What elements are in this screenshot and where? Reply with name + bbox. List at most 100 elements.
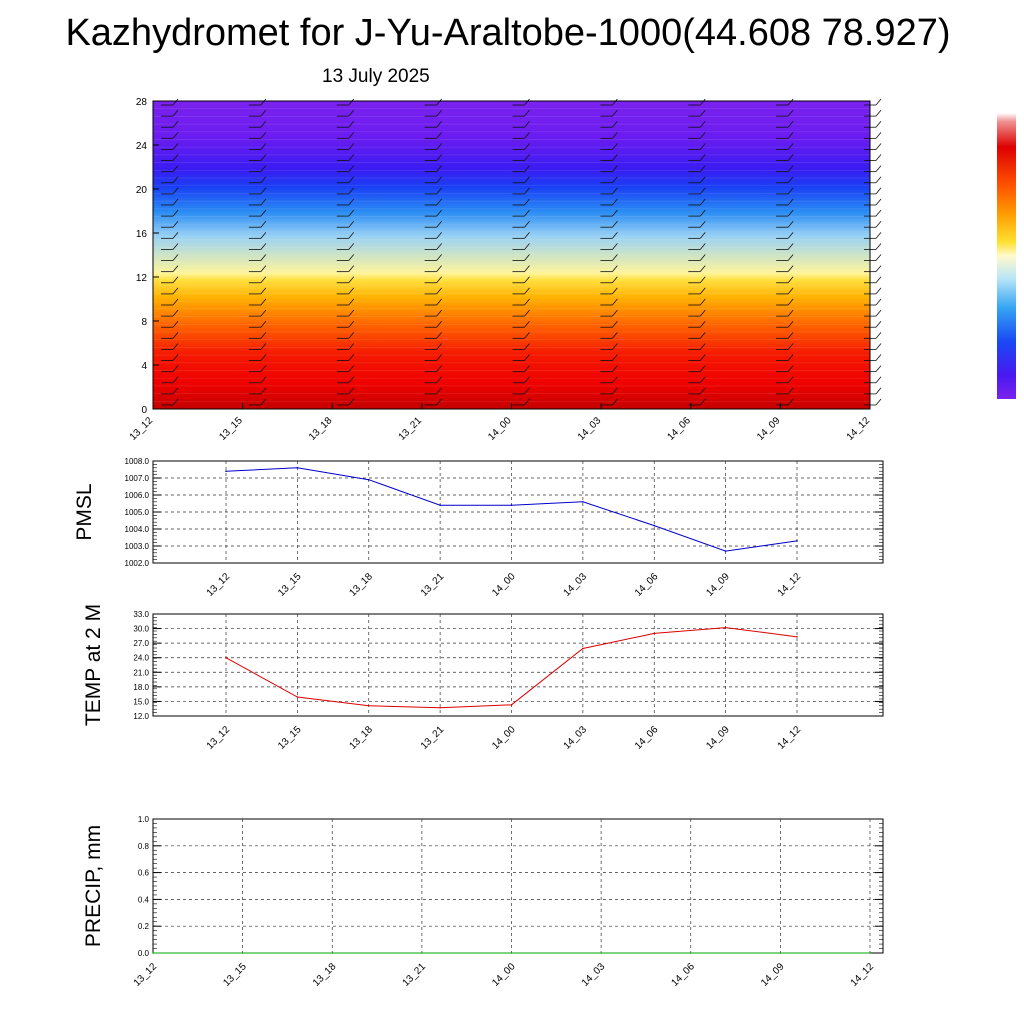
wind-barb-flag — [787, 143, 794, 150]
wind-barb-flag — [875, 220, 882, 228]
wind-barb-flag — [524, 332, 530, 339]
wind-barb-flag — [699, 198, 706, 206]
wind-barb-flag — [436, 132, 442, 139]
wind-barb-flag — [875, 287, 882, 295]
wind-barb-flag — [875, 165, 882, 172]
wind-barb-flag — [699, 354, 706, 361]
series-point — [510, 504, 513, 507]
wind-barb-flag — [787, 198, 794, 206]
wind-barb-flag — [875, 376, 882, 384]
wind-barb-flag — [787, 132, 794, 139]
wind-barb-flag — [699, 109, 706, 117]
x-tick-label: 13_12 — [132, 961, 160, 989]
colorbar — [997, 113, 1016, 399]
wind-barb-flag — [172, 309, 179, 317]
x-tick-label: 13_12 — [205, 571, 233, 599]
wind-barb-flag — [787, 387, 794, 395]
wind-barb-flag — [699, 254, 706, 261]
wind-barb-flag — [875, 298, 882, 306]
wind-barb-flag — [172, 98, 179, 106]
wind-barb-flag — [436, 154, 442, 161]
wind-barb-flag — [524, 209, 530, 217]
wind-barb-flag — [260, 309, 267, 317]
wind-barb-flag — [436, 354, 442, 361]
series-point — [241, 952, 244, 954]
wind-barb-flag — [787, 243, 794, 250]
series-point — [779, 952, 782, 954]
wind-barb-flag — [524, 187, 530, 195]
wind-barb-flag — [172, 187, 179, 195]
wind-barb-flag — [172, 176, 179, 184]
wind-barb-flag — [699, 298, 706, 306]
series-point — [296, 696, 299, 698]
wind-barb-flag — [524, 376, 530, 384]
wind-barb-flag — [787, 354, 794, 361]
wind-barb-flag — [348, 176, 355, 184]
wind-barb-flag — [612, 320, 618, 328]
wind-barb-flag — [436, 209, 442, 217]
y-tick-label: 0.0 — [138, 949, 150, 958]
wind-barb-flag — [172, 287, 179, 295]
x-tick-label: 14_09 — [704, 724, 732, 752]
wind-barb-flag — [612, 398, 618, 406]
wind-barb-flag — [348, 276, 355, 284]
series-point — [796, 636, 798, 638]
y-tick-label: 0 — [141, 405, 147, 416]
wind-barb-flag — [875, 176, 882, 184]
series-point — [689, 952, 692, 954]
chart-date: 13 July 2025 — [322, 66, 430, 87]
y-tick-label: 1005.0 — [125, 508, 150, 517]
wind-barb-flag — [875, 120, 882, 128]
wind-barb-flag — [612, 276, 618, 284]
series-point — [296, 467, 299, 469]
temp-panel: 33.0 30.0 27.0 24.0 21.0 18.0 15.0 12.0 13_12 13_… — [82, 604, 884, 752]
wind-barb-flag — [875, 332, 882, 339]
series-point — [510, 952, 513, 954]
x-tick-label: 13_15 — [276, 724, 304, 752]
y-tick-label: 8 — [141, 317, 147, 328]
y-tick-label: 0.4 — [138, 895, 150, 904]
y-tick-label: 24.0 — [133, 654, 149, 663]
x-tick-label: 14_06 — [633, 571, 661, 599]
wind-barb-flag — [524, 220, 530, 228]
wind-barb-flag — [260, 298, 267, 306]
wind-barb-flag — [524, 298, 530, 306]
wind-barb-flag — [875, 365, 882, 372]
wind-barb-flag — [875, 276, 882, 284]
y-axis-label: PRECIP, mm — [82, 825, 105, 947]
wind-barb-flag — [612, 232, 618, 239]
wind-barb-flag — [787, 176, 794, 184]
wind-barb-flag — [699, 232, 706, 239]
wind-barb-flag — [172, 343, 179, 350]
wind-barb-flag — [787, 376, 794, 384]
wind-barb-flag — [260, 220, 267, 228]
wind-barb-flag — [348, 298, 355, 306]
x-tick-label: 13_15 — [217, 415, 245, 443]
wind-barb-flag — [699, 365, 706, 372]
series-point — [600, 952, 602, 954]
wind-barb-flag — [875, 209, 882, 217]
wind-barb-flag — [172, 232, 179, 239]
wind-barb-flag — [875, 187, 882, 195]
x-tick-label: 14_12 — [849, 961, 877, 989]
wind-barb-flag — [699, 387, 706, 395]
x-tick-label: 14_03 — [576, 415, 604, 443]
y-tick-label: 27.0 — [133, 639, 149, 648]
wind-barb-flag — [260, 243, 267, 250]
x-tick-label: 14_00 — [486, 415, 514, 443]
wind-barb-flag — [348, 265, 355, 272]
wind-barb-flag — [348, 220, 355, 228]
wind-barb-flag — [436, 343, 442, 350]
wind-barb-flag — [436, 198, 442, 206]
wind-barb-flag — [348, 365, 355, 372]
wind-barb-flag — [172, 254, 179, 261]
wind-barb-flag — [436, 165, 442, 172]
y-tick-label: 4 — [141, 361, 147, 372]
wind-barb-flag — [524, 354, 530, 361]
series-point — [439, 706, 441, 709]
x-tick-label: 14_12 — [776, 571, 804, 599]
wind-barb-flag — [699, 309, 706, 317]
plot-frame — [152, 818, 884, 954]
x-tick-label: 14_06 — [665, 415, 693, 443]
